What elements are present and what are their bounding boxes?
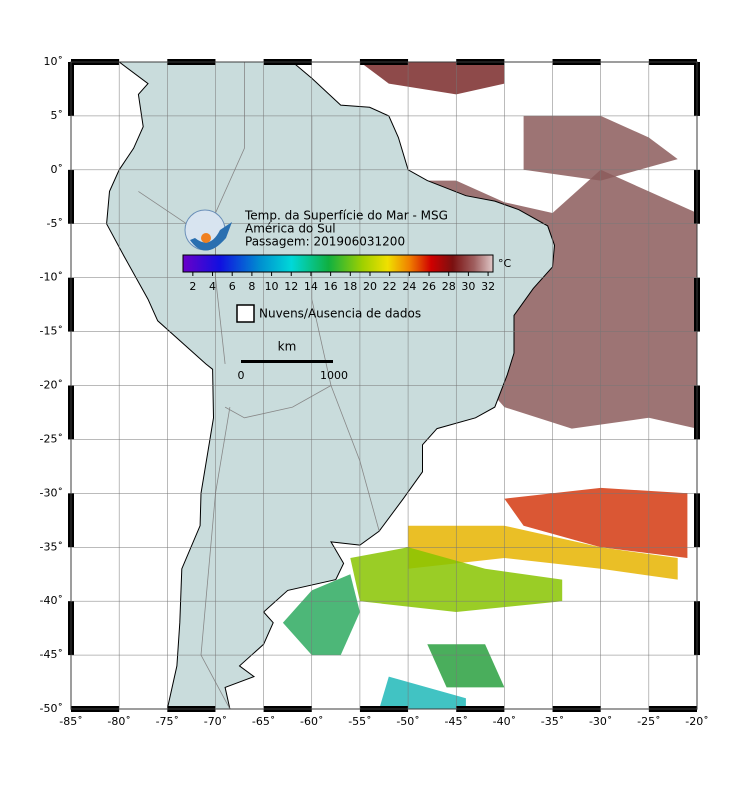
colorbar-label: 4 xyxy=(209,280,216,293)
colorbar-label: 20 xyxy=(363,280,377,293)
lon-label: -55˚ xyxy=(348,715,371,728)
colorbar-label: 22 xyxy=(383,280,397,293)
colorbar-label: 14 xyxy=(304,280,318,293)
legend-label: Nuvens/Ausencia de dados xyxy=(259,307,421,321)
sst-patch xyxy=(408,525,678,580)
lon-label: -40˚ xyxy=(493,715,516,728)
sst-patch xyxy=(379,676,466,709)
sst-patch xyxy=(282,574,360,656)
lon-label: -20˚ xyxy=(685,715,708,728)
colorbar-label: 18 xyxy=(343,280,357,293)
lon-label: -70˚ xyxy=(204,715,227,728)
scale-unit: km xyxy=(278,340,297,354)
scale-bar xyxy=(241,360,333,363)
logo xyxy=(184,209,232,251)
colorbar-label: 30 xyxy=(461,280,475,293)
lon-label: -30˚ xyxy=(589,715,612,728)
colorbar-label: 2 xyxy=(189,280,196,293)
pass-time: Passagem: 201906031200 xyxy=(245,235,405,249)
region: América do Sul xyxy=(245,222,336,236)
lon-label: -25˚ xyxy=(637,715,660,728)
colorbar-label: 26 xyxy=(422,280,436,293)
lat-label: 10˚ xyxy=(44,55,64,68)
colorbar-label: 28 xyxy=(442,280,456,293)
axis-ticks: -85˚ -80˚ -75˚ -70˚ -65˚ -60˚ -55˚ -50˚ -45˚ -40˚… xyxy=(40,55,709,728)
lon-label: -45˚ xyxy=(444,715,467,728)
lat-label: -50˚ xyxy=(40,702,63,715)
lat-label: -15˚ xyxy=(40,325,63,338)
sst-patch xyxy=(504,487,688,558)
colorbar-unit: °C xyxy=(498,257,512,270)
scale-start: 0 xyxy=(238,369,245,382)
lat-label: -45˚ xyxy=(40,648,63,661)
colorbar-label: 24 xyxy=(402,280,416,293)
lat-label: 0˚ xyxy=(51,163,64,176)
sst-patch xyxy=(427,169,697,429)
lon-label: -60˚ xyxy=(300,715,323,728)
colorbar-ticks: 2 4 6 8 10 12 14 16 18 20 22 24 26 28 30 32 xyxy=(189,272,495,293)
colorbar-label: 10 xyxy=(265,280,279,293)
sst-patch xyxy=(359,62,505,95)
lat-label: 5˚ xyxy=(51,109,64,122)
colorbar-label: 12 xyxy=(284,280,298,293)
colorbar-label: 8 xyxy=(248,280,255,293)
title: Temp. da Superfície do Mar - MSG xyxy=(244,209,448,223)
lon-label: -75˚ xyxy=(156,715,179,728)
legend-swatch xyxy=(236,304,255,323)
lat-label: -25˚ xyxy=(40,432,63,445)
lon-label: -65˚ xyxy=(252,715,275,728)
colorbar-label: 6 xyxy=(229,280,236,293)
lat-label: -10˚ xyxy=(40,271,63,284)
lat-label: -35˚ xyxy=(40,540,63,553)
lon-label: -85˚ xyxy=(59,715,82,728)
lat-label: -5˚ xyxy=(47,217,63,230)
lat-label: -20˚ xyxy=(40,379,63,392)
colorbar-label: 32 xyxy=(481,280,495,293)
lat-label: -30˚ xyxy=(40,486,63,499)
scale-end: 1000 xyxy=(320,369,348,382)
colorbar-label: 16 xyxy=(324,280,338,293)
sst-patch xyxy=(427,644,505,688)
lon-label: -80˚ xyxy=(107,715,130,728)
lon-label: -50˚ xyxy=(396,715,419,728)
lat-label: -40˚ xyxy=(40,594,63,607)
colorbar xyxy=(182,254,494,273)
lon-label: -35˚ xyxy=(541,715,564,728)
